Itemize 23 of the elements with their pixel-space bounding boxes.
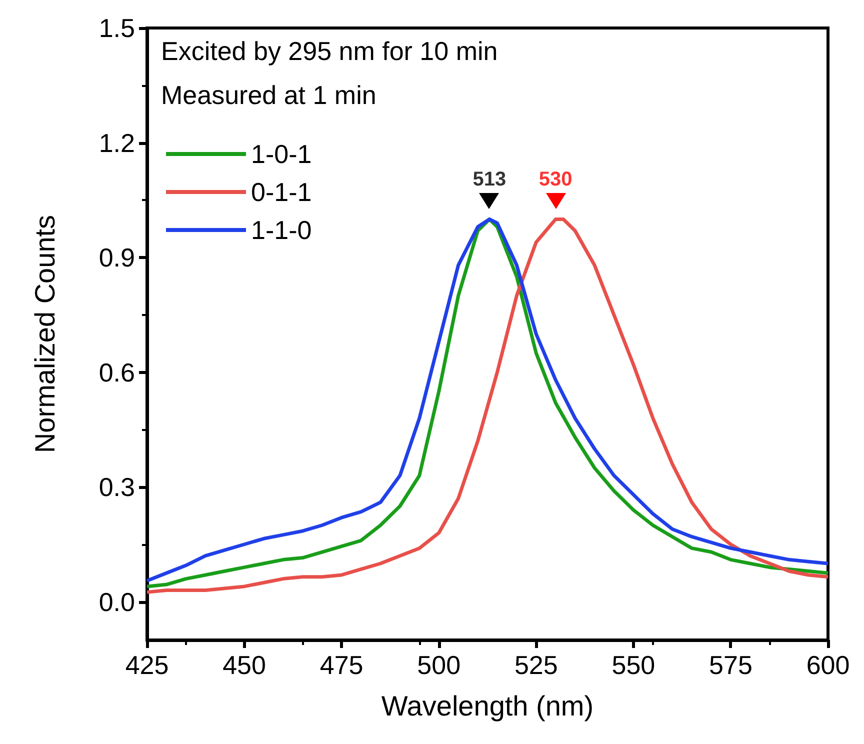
x-tick-label: 475 [320, 650, 364, 680]
legend-label: 0-1-1 [251, 177, 312, 207]
x-axis-title: Wavelength (nm) [381, 690, 594, 722]
y-tick-label: 1.5 [98, 13, 135, 43]
x-tick-label: 450 [222, 650, 266, 680]
annotation: 530 [538, 168, 572, 190]
x-tick-label: 575 [709, 650, 752, 680]
x-tick-label: 525 [514, 650, 558, 680]
x-tick-label: 425 [125, 650, 169, 680]
annotation: Measured at 1 min [161, 80, 376, 110]
y-tick-label: 0.9 [98, 242, 135, 272]
annotation: 513 [472, 168, 506, 190]
y-tick-label: 0.3 [98, 472, 135, 502]
y-tick-label: 0.0 [98, 586, 135, 617]
x-tick-label: 600 [806, 650, 850, 680]
legend-label: 1-1-0 [251, 215, 312, 245]
x-tick-label: 500 [417, 650, 461, 680]
y-tick-label: 1.2 [98, 128, 135, 158]
annotation: Excited by 295 nm for 10 min [161, 36, 498, 66]
y-tick-label: 0.6 [98, 357, 135, 388]
y-axis-title: Normalized Counts [30, 214, 60, 454]
legend-label: 1-0-1 [251, 139, 312, 169]
x-tick-label: 550 [612, 650, 656, 680]
